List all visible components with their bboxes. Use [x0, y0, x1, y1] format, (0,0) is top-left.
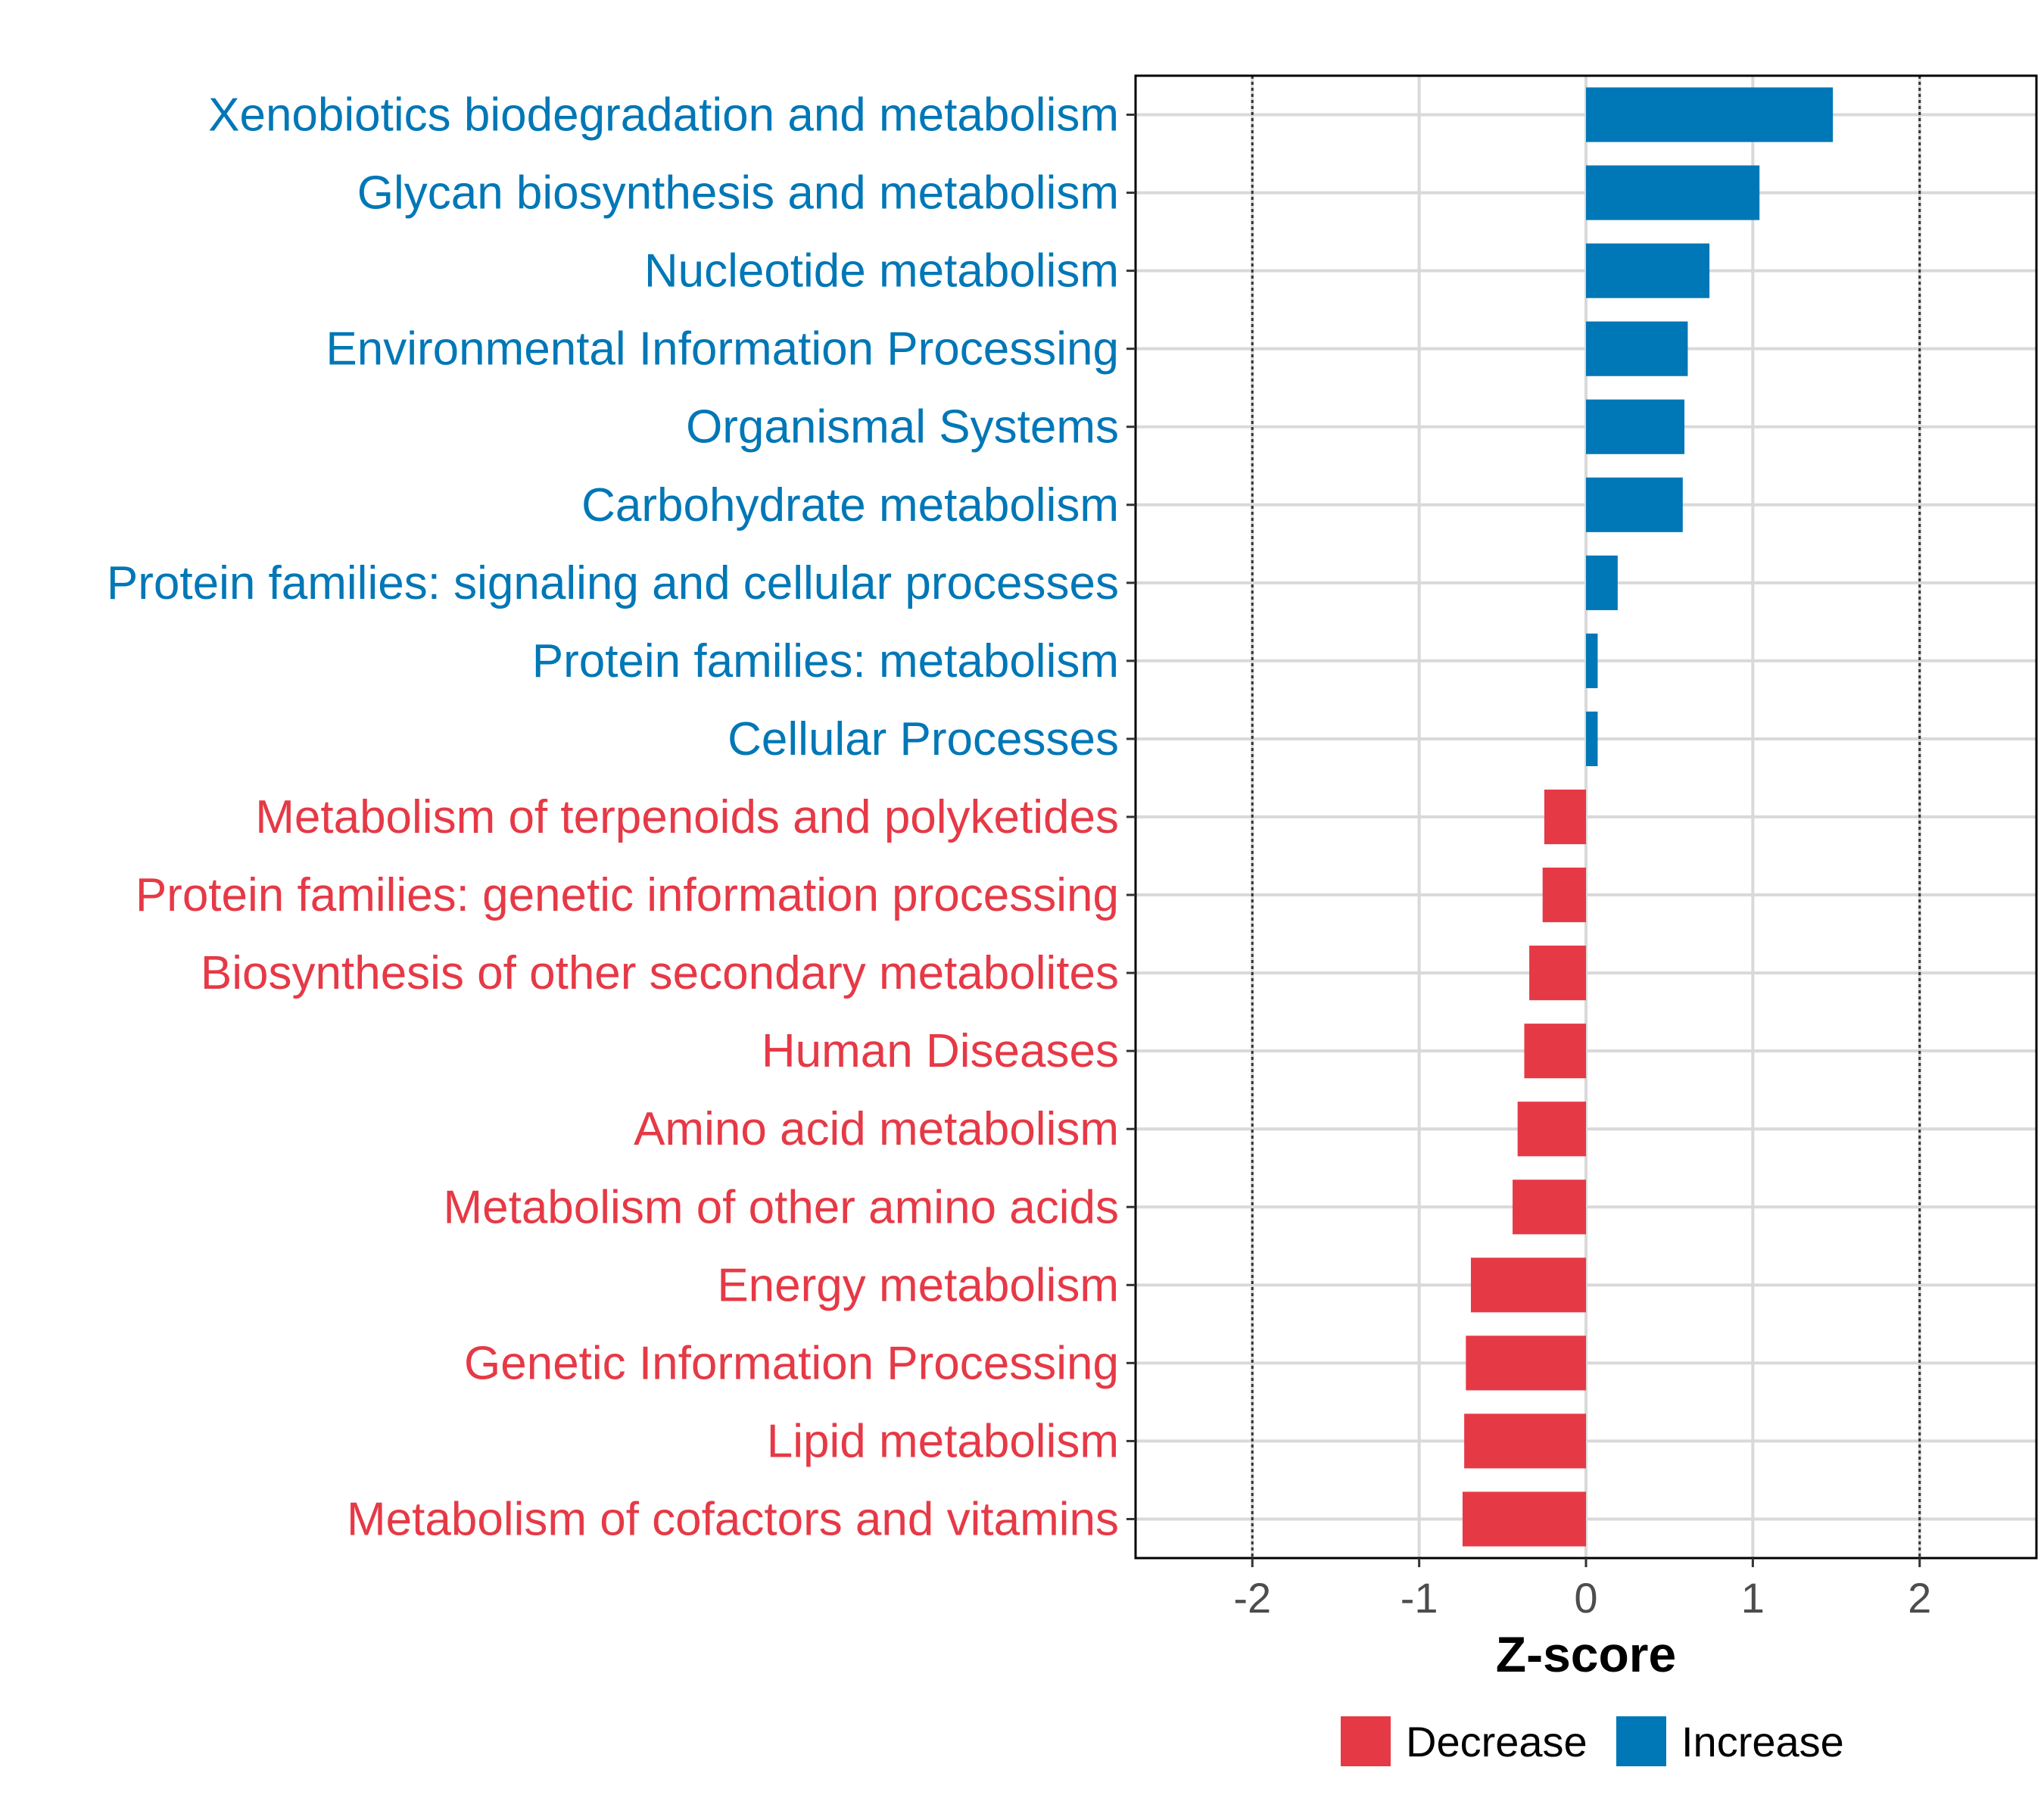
category-label: Organismal Systems — [686, 401, 1119, 453]
bar — [1586, 399, 1685, 454]
category-label: Protein families: signaling and cellular… — [107, 557, 1119, 609]
category-label: Biosynthesis of other secondary metaboli… — [201, 947, 1119, 999]
bar — [1542, 867, 1586, 923]
category-label: Cellular Processes — [728, 713, 1119, 765]
bar — [1470, 1258, 1586, 1313]
x-tick-label: -1 — [1401, 1574, 1438, 1622]
legend-swatch-decrease — [1341, 1716, 1391, 1766]
bar — [1586, 243, 1710, 298]
category-label: Human Diseases — [762, 1025, 1119, 1077]
bar — [1524, 1024, 1586, 1079]
category-label: Metabolism of terpenoids and polyketides — [255, 791, 1119, 843]
legend-swatch-increase — [1616, 1716, 1666, 1766]
bar — [1464, 1413, 1586, 1469]
category-label: Carbohydrate metabolism — [581, 479, 1119, 531]
bar — [1586, 633, 1598, 688]
bar — [1513, 1180, 1586, 1235]
bar — [1517, 1102, 1586, 1157]
category-label: Environmental Information Processing — [326, 323, 1119, 376]
bar — [1586, 711, 1598, 767]
bar — [1586, 87, 1834, 142]
x-axis-title: Z-score — [1496, 1626, 1676, 1682]
bar — [1462, 1491, 1586, 1547]
bar — [1586, 555, 1618, 610]
bar — [1544, 789, 1586, 845]
x-tick-label: 1 — [1741, 1574, 1765, 1622]
category-label: Metabolism of cofactors and vitamins — [347, 1493, 1119, 1545]
category-label: Metabolism of other amino acids — [443, 1181, 1119, 1233]
legend-label-increase: Increase — [1681, 1718, 1844, 1766]
category-label: Energy metabolism — [717, 1259, 1119, 1311]
x-tick-label: -2 — [1233, 1574, 1271, 1622]
category-label: Protein families: metabolism — [532, 635, 1119, 687]
bar — [1466, 1335, 1586, 1391]
bar — [1586, 321, 1688, 376]
x-tick-label: 2 — [1908, 1574, 1931, 1622]
reference-lines — [1251, 76, 1921, 1558]
category-label: Xenobiotics biodegradation and metabolis… — [208, 89, 1119, 142]
category-label: Lipid metabolism — [767, 1415, 1119, 1467]
category-label: Genetic Information Processing — [464, 1337, 1119, 1389]
category-label: Glycan biosynthesis and metabolism — [357, 167, 1119, 220]
bar — [1529, 946, 1586, 1001]
bar — [1586, 477, 1683, 532]
legend: Decrease Increase — [1341, 1716, 1844, 1766]
y-axis: Xenobiotics biodegradation and metabolis… — [107, 89, 1136, 1545]
bars-layer — [1462, 87, 1834, 1547]
x-tick-label: 0 — [1574, 1574, 1597, 1622]
bar — [1586, 165, 1760, 220]
category-label: Nucleotide metabolism — [644, 245, 1119, 298]
legend-label-decrease: Decrease — [1406, 1718, 1588, 1766]
category-label: Protein families: genetic information pr… — [136, 869, 1119, 921]
category-label: Amino acid metabolism — [634, 1103, 1119, 1155]
x-axis: -2 -1 0 1 2 — [1233, 1558, 1931, 1622]
